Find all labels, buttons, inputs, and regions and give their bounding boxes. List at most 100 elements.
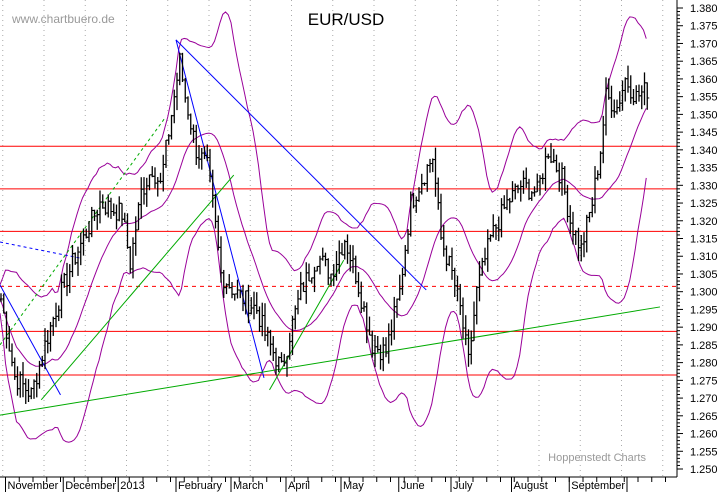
ohlc-bar bbox=[172, 89, 177, 124]
ohlc-bar bbox=[573, 230, 578, 245]
ohlc-bar bbox=[147, 174, 152, 191]
ohlc-bar bbox=[510, 181, 515, 203]
y-tick-label: 1.255 bbox=[690, 446, 718, 458]
ohlc-bar bbox=[320, 247, 325, 261]
ohlc-bar bbox=[15, 366, 20, 396]
ohlc-bar bbox=[518, 180, 523, 202]
ohlc-bar bbox=[433, 147, 438, 197]
ohlc-bar bbox=[502, 195, 507, 210]
ohlc-bar bbox=[29, 387, 34, 400]
y-tick-label: 1.275 bbox=[690, 375, 718, 387]
ohlc-bar bbox=[150, 166, 155, 178]
ohlc-bar bbox=[109, 197, 113, 219]
trend-line bbox=[0, 284, 61, 396]
ohlc-bar bbox=[554, 154, 559, 173]
ohlc-bar bbox=[271, 336, 276, 362]
ohlc-bar bbox=[364, 302, 369, 344]
y-tick-label: 1.290 bbox=[690, 322, 718, 334]
ohlc-bar bbox=[56, 305, 61, 322]
trend-line bbox=[175, 39, 427, 291]
ohlc-bar bbox=[419, 173, 424, 195]
y-tick-label: 1.280 bbox=[690, 358, 718, 370]
ohlc-bar bbox=[590, 197, 595, 218]
bollinger-middle-band bbox=[0, 108, 647, 367]
y-tick-label: 1.260 bbox=[690, 429, 718, 441]
ohlc-bar bbox=[34, 372, 39, 398]
y-tick-label: 1.380 bbox=[690, 3, 718, 15]
ohlc-bar bbox=[527, 178, 531, 201]
ohlc-bar bbox=[425, 164, 430, 192]
ohlc-bar bbox=[598, 151, 603, 179]
chart-title: EUR/USD bbox=[308, 10, 385, 29]
ohlc-bar bbox=[213, 193, 218, 229]
ohlc-bar bbox=[32, 379, 36, 399]
y-tick-label: 1.250 bbox=[690, 464, 718, 476]
ohlc-bar bbox=[436, 177, 441, 210]
ohlc-bar bbox=[188, 113, 193, 135]
ohlc-bar bbox=[582, 232, 586, 258]
y-tick-label: 1.355 bbox=[690, 92, 718, 104]
ohlc-bar bbox=[48, 321, 53, 352]
ohlc-bar bbox=[51, 316, 56, 336]
ohlc-bar bbox=[296, 289, 300, 315]
ohlc-bar bbox=[428, 158, 432, 173]
ohlc-bars bbox=[0, 52, 650, 404]
ohlc-bar bbox=[268, 329, 273, 356]
ohlc-bar bbox=[381, 337, 386, 372]
ohlc-bar bbox=[447, 255, 452, 267]
ohlc-bar bbox=[155, 177, 160, 197]
ohlc-bar bbox=[606, 78, 611, 100]
y-tick-label: 1.340 bbox=[690, 145, 718, 157]
ohlc-bar bbox=[65, 262, 69, 297]
ohlc-bar bbox=[543, 147, 548, 191]
y-tick-label: 1.335 bbox=[690, 163, 718, 175]
ohlc-bar bbox=[282, 353, 287, 367]
ohlc-bar bbox=[466, 329, 471, 367]
ohlc-bar bbox=[175, 72, 179, 111]
ohlc-bar bbox=[406, 229, 410, 254]
ohlc-bar bbox=[452, 267, 457, 297]
watermark: www.chartbuero.de bbox=[11, 12, 115, 26]
bollinger-lower-band bbox=[0, 177, 647, 443]
x-month-label: March bbox=[233, 480, 264, 492]
ohlc-bar bbox=[194, 124, 199, 166]
y-tick-label: 1.365 bbox=[690, 56, 718, 68]
ohlc-bar bbox=[120, 202, 124, 227]
ohlc-bar bbox=[463, 315, 468, 346]
x-month-label: June bbox=[401, 480, 425, 492]
ohlc-bar bbox=[26, 379, 31, 403]
ohlc-bar bbox=[384, 337, 388, 358]
ohlc-bar bbox=[546, 153, 551, 159]
ohlc-bar bbox=[474, 286, 479, 325]
ohlc-bar bbox=[89, 206, 94, 238]
ohlc-bar bbox=[136, 202, 141, 231]
ohlc-bar bbox=[21, 362, 25, 398]
trend-line bbox=[0, 306, 661, 416]
ohlc-bar bbox=[612, 99, 617, 118]
ohlc-bar bbox=[403, 244, 408, 277]
ohlc-bar bbox=[441, 224, 446, 257]
x-month-label: February bbox=[178, 480, 223, 492]
y-tick-label: 1.370 bbox=[690, 38, 718, 50]
ohlc-bar bbox=[144, 177, 149, 207]
ohlc-bar bbox=[637, 84, 641, 102]
y-tick-label: 1.320 bbox=[690, 216, 718, 228]
ohlc-bar bbox=[584, 214, 589, 253]
ohlc-bar bbox=[353, 255, 358, 285]
ohlc-bar bbox=[257, 306, 262, 332]
y-tick-label: 1.295 bbox=[690, 304, 718, 316]
x-month-label: 2013 bbox=[120, 480, 144, 492]
ohlc-bar bbox=[557, 162, 562, 192]
ohlc-bar bbox=[78, 232, 83, 266]
ohlc-bar bbox=[45, 330, 50, 354]
ohlc-bar bbox=[521, 170, 526, 194]
ohlc-bar bbox=[513, 183, 518, 200]
y-tick-label: 1.305 bbox=[690, 269, 718, 281]
ohlc-bar bbox=[117, 196, 122, 222]
ohlc-bar bbox=[615, 99, 619, 115]
ohlc-bar bbox=[180, 52, 185, 83]
ohlc-bar bbox=[92, 209, 97, 222]
ohlc-bar bbox=[139, 177, 144, 219]
ohlc-bar bbox=[230, 281, 234, 299]
